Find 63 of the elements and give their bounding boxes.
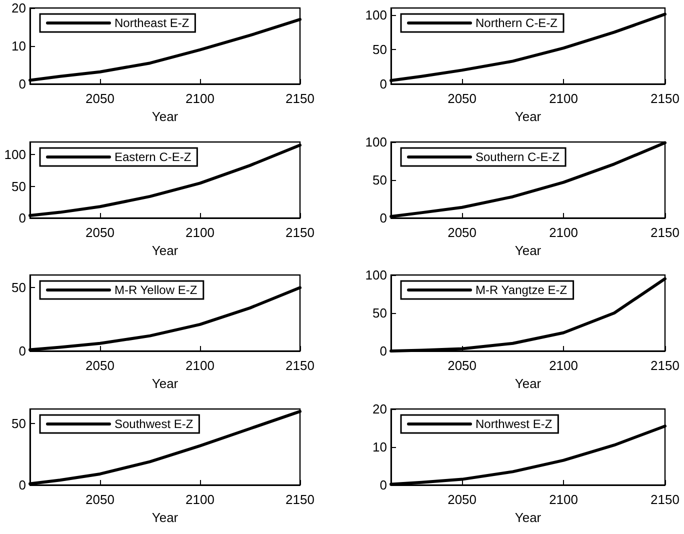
x-tick-label: 2050 xyxy=(86,492,114,506)
x-tick-label: 2150 xyxy=(650,492,680,506)
x-tick-label: 2050 xyxy=(448,492,476,506)
series-label: Eastern C-E-Z xyxy=(114,150,192,164)
y-tick-label: 50 xyxy=(12,416,26,431)
x-tick-label: 2050 xyxy=(448,358,476,373)
x-tick-label: 2100 xyxy=(549,224,578,240)
x-tick-label: 2050 xyxy=(86,224,114,240)
y-tick-label: 100 xyxy=(365,134,387,149)
y-tick-label: 50 xyxy=(372,42,387,57)
series-label: Northern C-E-Z xyxy=(476,16,558,30)
x-tick-label: 2100 xyxy=(186,91,214,106)
x-tick-label: 2150 xyxy=(650,91,680,106)
x-tick-label: 2100 xyxy=(186,492,214,506)
y-tick-label: 20 xyxy=(12,0,26,16)
y-tick-label: 10 xyxy=(12,38,26,54)
x-tick-label: 2050 xyxy=(86,358,114,373)
x-tick-label: 2150 xyxy=(650,358,680,373)
x-axis-title: Year xyxy=(152,376,179,391)
x-axis-title: Year xyxy=(514,242,542,258)
y-tick-label: 50 xyxy=(12,280,26,296)
y-tick-label: 0 xyxy=(18,477,26,492)
x-tick-label: 2150 xyxy=(286,492,314,506)
series-label: Southwest E-Z xyxy=(114,416,194,430)
x-tick-label: 2100 xyxy=(549,91,578,106)
x-tick-label: 2150 xyxy=(650,224,680,240)
y-tick-label: 100 xyxy=(365,7,387,22)
x-tick-label: 2100 xyxy=(186,224,214,240)
x-axis-title: Year xyxy=(152,242,179,258)
x-tick-label: 2150 xyxy=(286,224,314,240)
y-tick-label: 0 xyxy=(380,477,387,492)
x-tick-label: 2100 xyxy=(549,358,578,373)
x-tick-label: 2050 xyxy=(448,91,476,106)
text: M-R Yangtze E-Z xyxy=(476,283,568,297)
x-axis-title: Year xyxy=(514,510,542,524)
y-tick-label: 0 xyxy=(380,344,387,358)
y-tick-label: 0 xyxy=(18,76,26,92)
x-axis-title: Year xyxy=(152,510,179,524)
x-tick-label: 2100 xyxy=(186,358,214,373)
x-tick-label: 2100 xyxy=(549,492,578,506)
x-tick-label: 2150 xyxy=(286,358,314,373)
text: Northwest E-Z xyxy=(476,416,552,430)
y-tick-label: 0 xyxy=(380,76,387,92)
series-label: Northeast E-Z xyxy=(114,16,190,30)
y-tick-label: 0 xyxy=(18,210,26,225)
text: M-R Yellow E-Z xyxy=(114,283,198,297)
series-label: Southern C-E-Z xyxy=(476,150,560,164)
y-tick-label: 100 xyxy=(365,268,387,282)
line-series xyxy=(28,143,302,216)
y-tick-label: 0 xyxy=(18,344,26,358)
y-tick-label: 10 xyxy=(372,439,387,454)
x-axis-title: Year xyxy=(514,109,542,124)
x-tick-label: 2050 xyxy=(86,91,114,106)
y-tick-label: 50 xyxy=(12,178,26,194)
x-tick-label: 2050 xyxy=(448,224,476,240)
y-tick-label: 50 xyxy=(372,306,387,320)
y-tick-label: 0 xyxy=(380,210,387,225)
y-tick-label: 50 xyxy=(372,172,387,187)
x-axis-title: Year xyxy=(514,376,542,391)
y-tick-label: 100 xyxy=(4,146,26,162)
y-tick-label: 20 xyxy=(372,401,387,416)
x-tick-label: 2150 xyxy=(286,91,314,106)
x-axis-title: Year xyxy=(152,109,179,124)
